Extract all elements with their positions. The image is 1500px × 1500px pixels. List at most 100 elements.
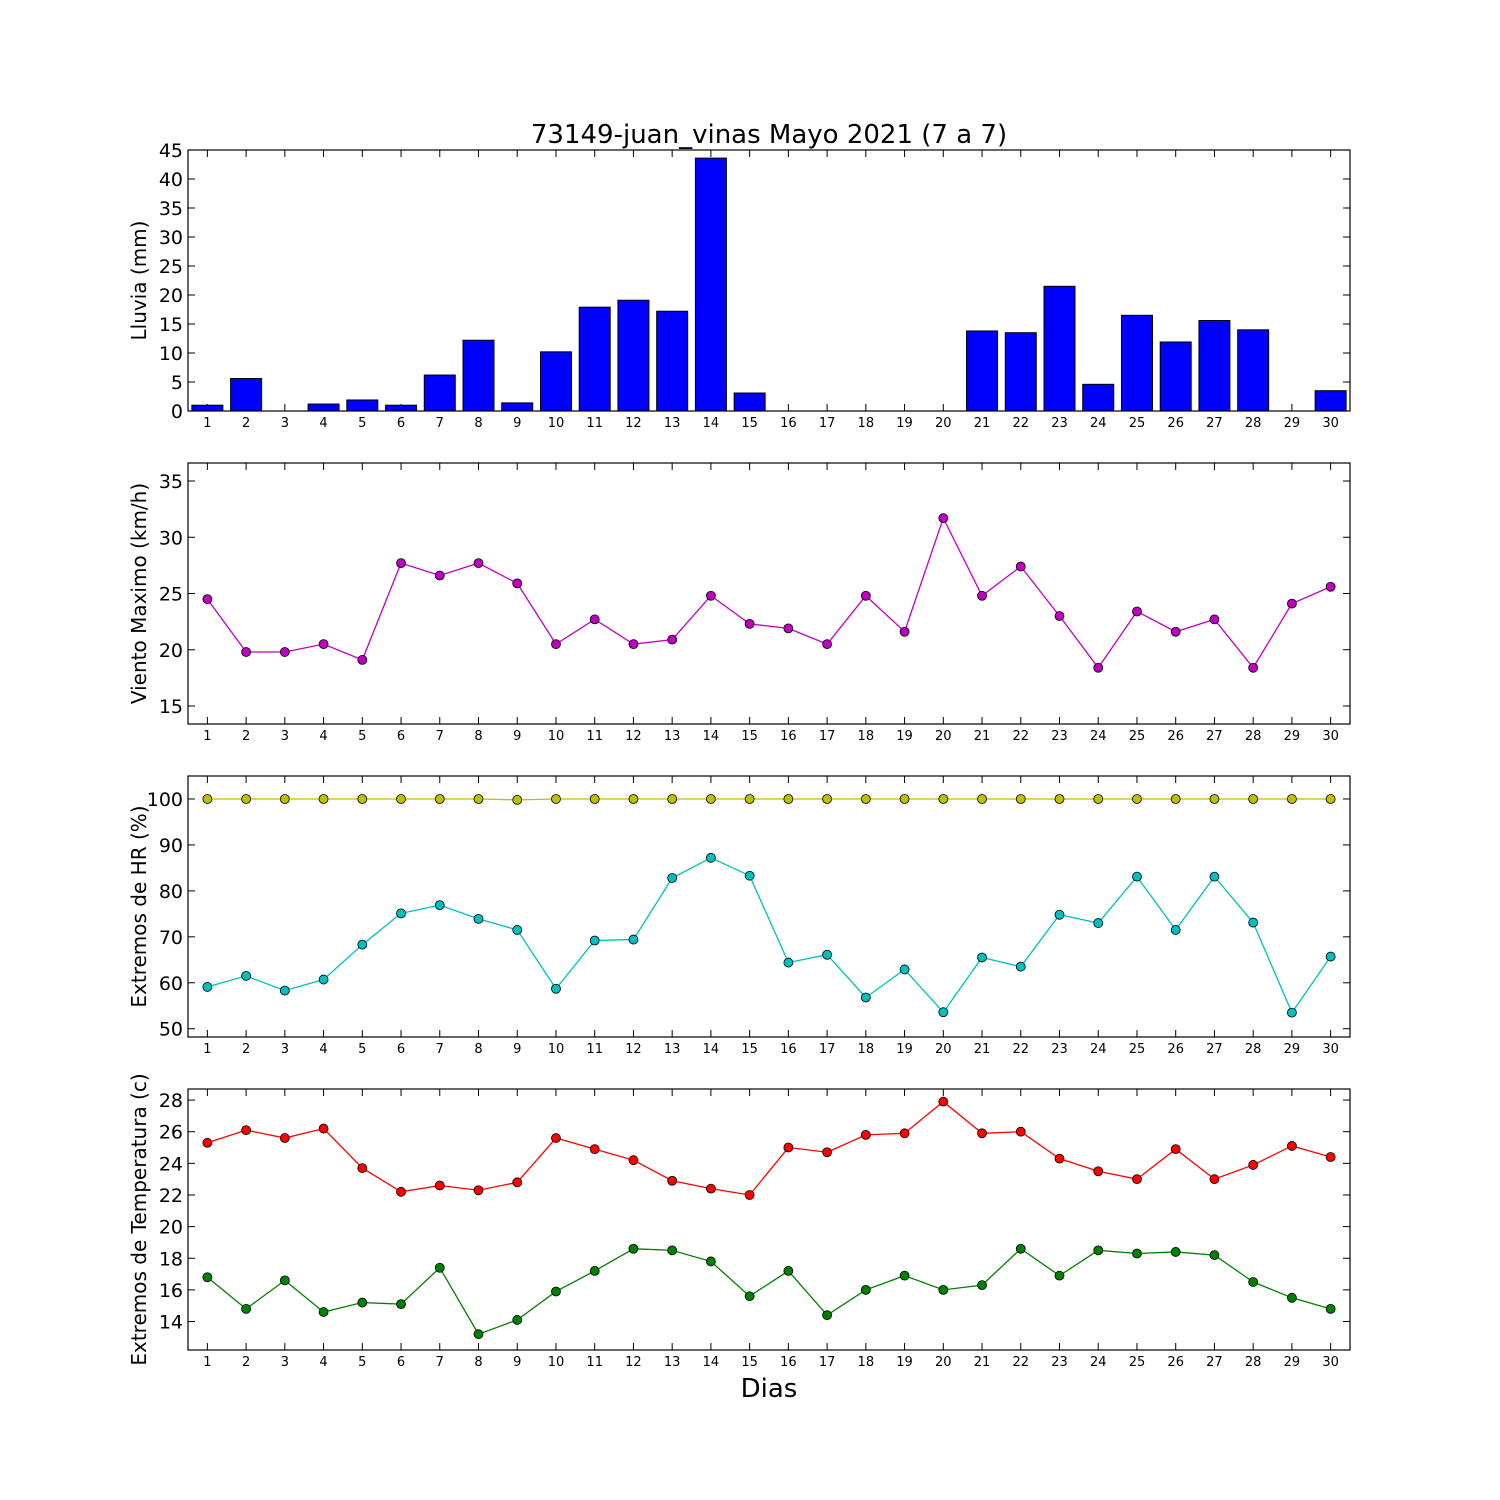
x-tick-label: 5 bbox=[358, 416, 366, 431]
series-1-point-26 bbox=[1170, 626, 1181, 637]
x-tick-label: 10 bbox=[548, 1042, 565, 1057]
series-2-point-17 bbox=[822, 949, 832, 960]
series-1-point-2 bbox=[241, 794, 252, 804]
series-1-point-19 bbox=[899, 626, 910, 637]
x-tick-label: 8 bbox=[474, 416, 482, 431]
series-2-point-2 bbox=[241, 1303, 252, 1314]
x-tick-label: 28 bbox=[1245, 416, 1262, 431]
series-1-point-9 bbox=[512, 578, 523, 589]
series-1-point-14 bbox=[706, 590, 716, 601]
x-tick-label: 17 bbox=[819, 1042, 836, 1057]
x-tick-label: 25 bbox=[1129, 1042, 1146, 1057]
series-1-point-8 bbox=[473, 794, 484, 804]
series-1-point-20 bbox=[938, 1096, 949, 1107]
x-tick-label: 18 bbox=[858, 729, 875, 744]
x-tick-label: 9 bbox=[513, 416, 521, 431]
x-tick-label: 14 bbox=[703, 1042, 720, 1057]
x-tick-label: 7 bbox=[436, 1042, 444, 1057]
x-tick-label: 6 bbox=[397, 1355, 405, 1370]
series-2-point-26 bbox=[1170, 925, 1181, 935]
x-tick-label: 16 bbox=[780, 1042, 797, 1057]
bar-day-2 bbox=[230, 378, 263, 412]
series-2-point-9 bbox=[512, 925, 523, 935]
series-2-line bbox=[206, 1247, 1331, 1335]
x-tick-label: 14 bbox=[703, 1355, 720, 1370]
series-1-point-4 bbox=[318, 1123, 329, 1134]
y-tick-label: 50 bbox=[159, 1019, 183, 1041]
x-tick-label: 8 bbox=[474, 1355, 482, 1370]
x-tick-label: 26 bbox=[1167, 1355, 1184, 1370]
y-tick-label: 80 bbox=[159, 881, 183, 903]
y-tick-label: 45 bbox=[159, 140, 183, 162]
x-tick-label: 15 bbox=[741, 416, 758, 431]
x-tick-label: 23 bbox=[1051, 416, 1068, 431]
x-tick-label: 10 bbox=[548, 729, 565, 744]
series-1-point-8 bbox=[473, 1185, 484, 1196]
series-1-point-12 bbox=[628, 794, 639, 804]
series-1-point-29 bbox=[1287, 794, 1297, 804]
x-tick-label: 3 bbox=[281, 729, 289, 744]
series-1-point-22 bbox=[1015, 794, 1026, 804]
bar-day-25 bbox=[1120, 314, 1153, 412]
series-1-point-22 bbox=[1015, 1126, 1026, 1137]
series-1-point-10 bbox=[551, 794, 561, 804]
x-tick-label: 21 bbox=[974, 416, 991, 431]
series-2-point-11 bbox=[589, 935, 600, 946]
series-1-point-10 bbox=[551, 1133, 561, 1143]
x-tick-label: 29 bbox=[1284, 1042, 1301, 1057]
x-tick-label: 2 bbox=[242, 416, 250, 431]
series-2-point-12 bbox=[628, 1243, 639, 1254]
series-2-point-20 bbox=[938, 1007, 949, 1018]
y-tick-label: 10 bbox=[159, 343, 183, 365]
y-tick-label: 90 bbox=[159, 835, 183, 857]
x-tick-label: 13 bbox=[664, 416, 681, 431]
series-1-point-26 bbox=[1170, 1144, 1181, 1155]
series-1-point-18 bbox=[860, 590, 871, 601]
series-2-point-1 bbox=[202, 982, 213, 992]
bar-day-21 bbox=[966, 330, 999, 412]
y-tick-label: 20 bbox=[159, 285, 183, 307]
x-tick-label: 22 bbox=[1012, 729, 1029, 744]
series-1-point-19 bbox=[899, 1128, 910, 1139]
series-1-point-11 bbox=[589, 614, 600, 625]
x-tick-label: 26 bbox=[1167, 729, 1184, 744]
y-axis-label: Extremos de HR (%) bbox=[127, 805, 151, 1007]
x-tick-label: 15 bbox=[741, 1042, 758, 1057]
series-1-line bbox=[206, 516, 1331, 669]
series-1-point-21 bbox=[977, 1128, 987, 1139]
series-2-point-7 bbox=[434, 900, 445, 911]
series-2-point-28 bbox=[1248, 917, 1259, 928]
x-tick-label: 11 bbox=[586, 1042, 603, 1057]
x-tick-label: 1 bbox=[203, 416, 211, 431]
x-tick-label: 15 bbox=[741, 729, 758, 744]
y-tick-label: 20 bbox=[159, 1217, 183, 1239]
series-1-point-24 bbox=[1093, 662, 1104, 673]
series-1-point-11 bbox=[589, 1144, 600, 1155]
y-tick-label: 26 bbox=[159, 1122, 183, 1144]
bar-day-6 bbox=[385, 404, 418, 412]
series-1-point-16 bbox=[783, 623, 794, 634]
series-2-point-17 bbox=[822, 1310, 832, 1321]
x-tick-label: 21 bbox=[974, 1042, 991, 1057]
series-2-point-15 bbox=[744, 870, 755, 881]
series-1-point-2 bbox=[241, 1125, 252, 1136]
series-1-point-13 bbox=[667, 634, 678, 645]
bar-day-23 bbox=[1043, 285, 1076, 412]
series-2-point-8 bbox=[473, 1329, 484, 1340]
series-1-point-1 bbox=[202, 794, 213, 804]
series-2-point-19 bbox=[899, 1270, 910, 1281]
series-2-point-22 bbox=[1015, 1243, 1026, 1254]
series-1-point-9 bbox=[512, 794, 523, 805]
y-tick-label: 100 bbox=[147, 789, 183, 811]
series-2-point-4 bbox=[318, 1307, 329, 1317]
x-tick-label: 11 bbox=[586, 1355, 603, 1370]
x-tick-label: 19 bbox=[896, 729, 913, 744]
y-tick-label: 28 bbox=[159, 1090, 183, 1112]
x-tick-label: 1 bbox=[203, 1355, 211, 1370]
bar-day-9 bbox=[501, 402, 534, 412]
series-1-point-30 bbox=[1325, 1152, 1336, 1162]
